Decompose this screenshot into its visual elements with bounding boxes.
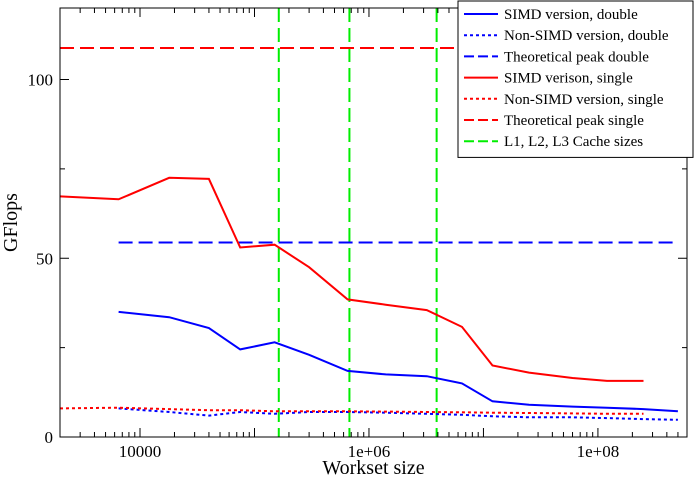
y-tick-label: 0 [45,428,54,447]
y-tick-label: 50 [36,249,53,268]
x-tick-label: 10000 [119,442,162,461]
legend-label: Theoretical peak double [504,49,649,65]
data-layer [60,8,678,437]
legend-label: L1, L2, L3 Cache sizes [504,134,643,150]
legend-label: Theoretical peak single [504,113,644,129]
series-line-2 [118,407,678,421]
y-tick-label: 100 [28,71,54,90]
series-line-4 [60,176,644,382]
legend-label: Non-SIMD version, double [504,28,669,44]
legend-label: SIMD verison, single [504,71,633,87]
series-line-1 [118,310,678,413]
y-axis-label: GFlops [0,193,22,252]
series-line-5 [60,406,644,415]
plot-frame [59,7,688,438]
legend: SIMD version, double Non-SIMD version, do… [457,0,694,158]
legend-box [457,0,694,158]
legend-label: Non-SIMD version, single [504,92,664,108]
legend-label: SIMD version, double [504,7,638,23]
x-tick-label: 1e+08 [577,442,620,461]
x-axis-label: Workset size [322,457,424,478]
x-tick-label: 1e+06 [348,442,391,461]
